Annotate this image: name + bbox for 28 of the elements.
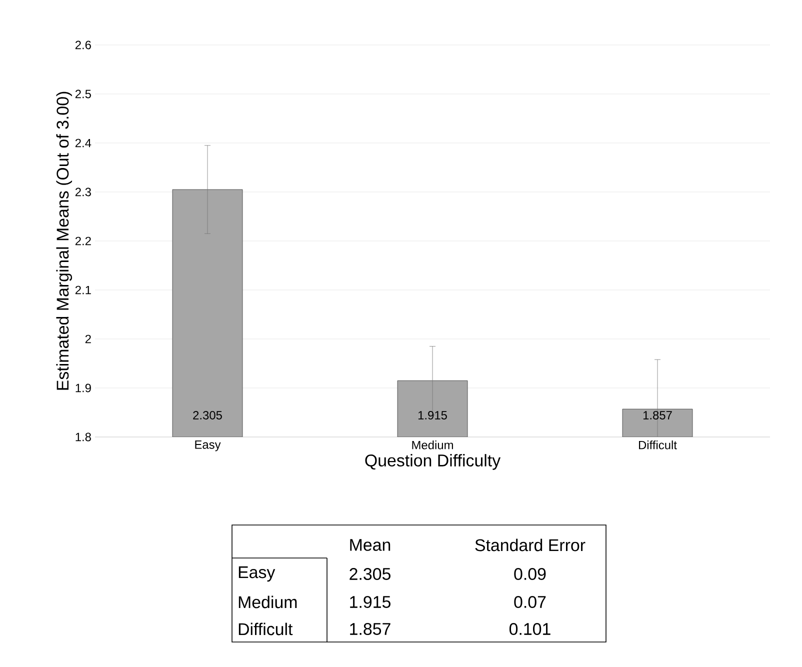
text: 1.915 — [350, 596, 390, 608]
category-label: Easy — [238, 566, 276, 582]
y-axis-title: Estimated Marginal Means (Out of 3.00) — [56, 92, 72, 390]
text: 0.101 — [509, 622, 550, 635]
y-tick-label: 2.4 — [75, 138, 92, 148]
text: Standard Error — [475, 538, 586, 552]
x-tick-label: Medium — [412, 440, 453, 450]
y-tick-label: 2 — [85, 334, 91, 344]
category-label: Medium — [238, 596, 297, 608]
y-tick-label: 1.9 — [76, 384, 91, 392]
x-tick-label: Easy — [195, 440, 221, 452]
category-label: Difficult — [238, 622, 293, 636]
data-label: 2.305 — [193, 411, 222, 420]
text: 2.305 — [350, 568, 390, 580]
text: 1.857 — [350, 622, 390, 635]
y-tick-label: 1.8 — [76, 432, 91, 442]
text: 0.09 — [514, 568, 546, 580]
x-tick-label: Difficult — [639, 440, 677, 450]
text: Mean — [350, 539, 390, 551]
y-tick-label: 2.1 — [75, 286, 91, 294]
data-label: 1.857 — [643, 411, 672, 420]
text: 0.07 — [514, 596, 546, 608]
data-label: 1.915 — [418, 411, 447, 420]
y-tick-label: 2.5 — [75, 90, 91, 98]
y-tick-label: 2.6 — [75, 40, 91, 50]
y-tick-label: 2.2 — [75, 236, 91, 246]
y-tick-label: 2.3 — [75, 188, 91, 196]
x-axis-title: Question Difficulty — [365, 454, 501, 470]
